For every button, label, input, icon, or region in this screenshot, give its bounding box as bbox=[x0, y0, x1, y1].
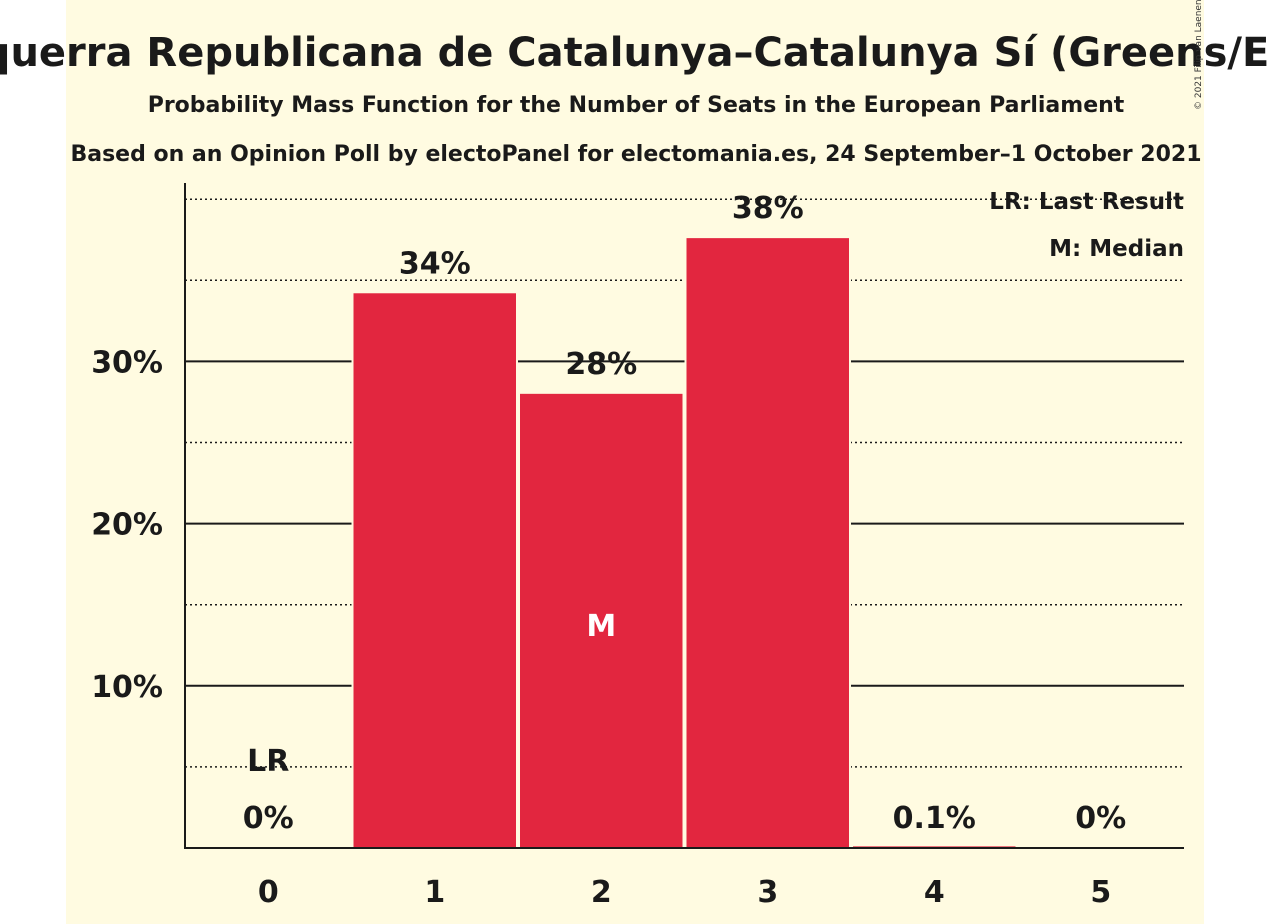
x-tick-label: 0 bbox=[258, 875, 279, 910]
copyright-notice: © 2021 Filip van Laenen bbox=[1194, 0, 1204, 110]
value-label: 0.1% bbox=[893, 801, 976, 836]
value-label: 28% bbox=[565, 347, 637, 382]
chart-source: Based on an Opinion Poll by electoPanel … bbox=[70, 142, 1201, 167]
y-tick-label: 10% bbox=[91, 670, 163, 705]
bar-3 bbox=[686, 238, 849, 849]
bar-2 bbox=[520, 393, 683, 848]
legend-last-result: LR: Last Result bbox=[989, 189, 1184, 215]
axes bbox=[184, 183, 1184, 849]
y-tick-label: 20% bbox=[91, 508, 163, 543]
x-tick-label: 2 bbox=[591, 875, 612, 910]
x-tick-label: 3 bbox=[757, 875, 778, 910]
y-tick-label: 30% bbox=[91, 345, 163, 380]
x-tick-label: 5 bbox=[1090, 875, 1111, 910]
median-marker: M bbox=[586, 609, 616, 644]
bar-1 bbox=[353, 293, 516, 848]
value-label: 0% bbox=[1075, 801, 1126, 836]
last-result-marker: LR bbox=[247, 744, 289, 779]
labels: 10% 20% 30% 0 0% LR 1 34% 2 28% M 3 38% 4 0.1% 5 0% bbox=[91, 191, 1126, 910]
value-label: 34% bbox=[399, 246, 471, 281]
x-tick-label: 1 bbox=[424, 875, 445, 910]
x-tick-label: 4 bbox=[924, 875, 945, 910]
value-label: 38% bbox=[732, 191, 804, 226]
bars bbox=[351, 238, 1018, 849]
chart-subtitle: Probability Mass Function for the Number… bbox=[148, 93, 1125, 118]
value-label: 0% bbox=[243, 801, 294, 836]
chart-title: Esquerra Republicana de Catalunya–Catalu… bbox=[0, 30, 1273, 76]
legend-median: M: Median bbox=[1049, 236, 1184, 262]
